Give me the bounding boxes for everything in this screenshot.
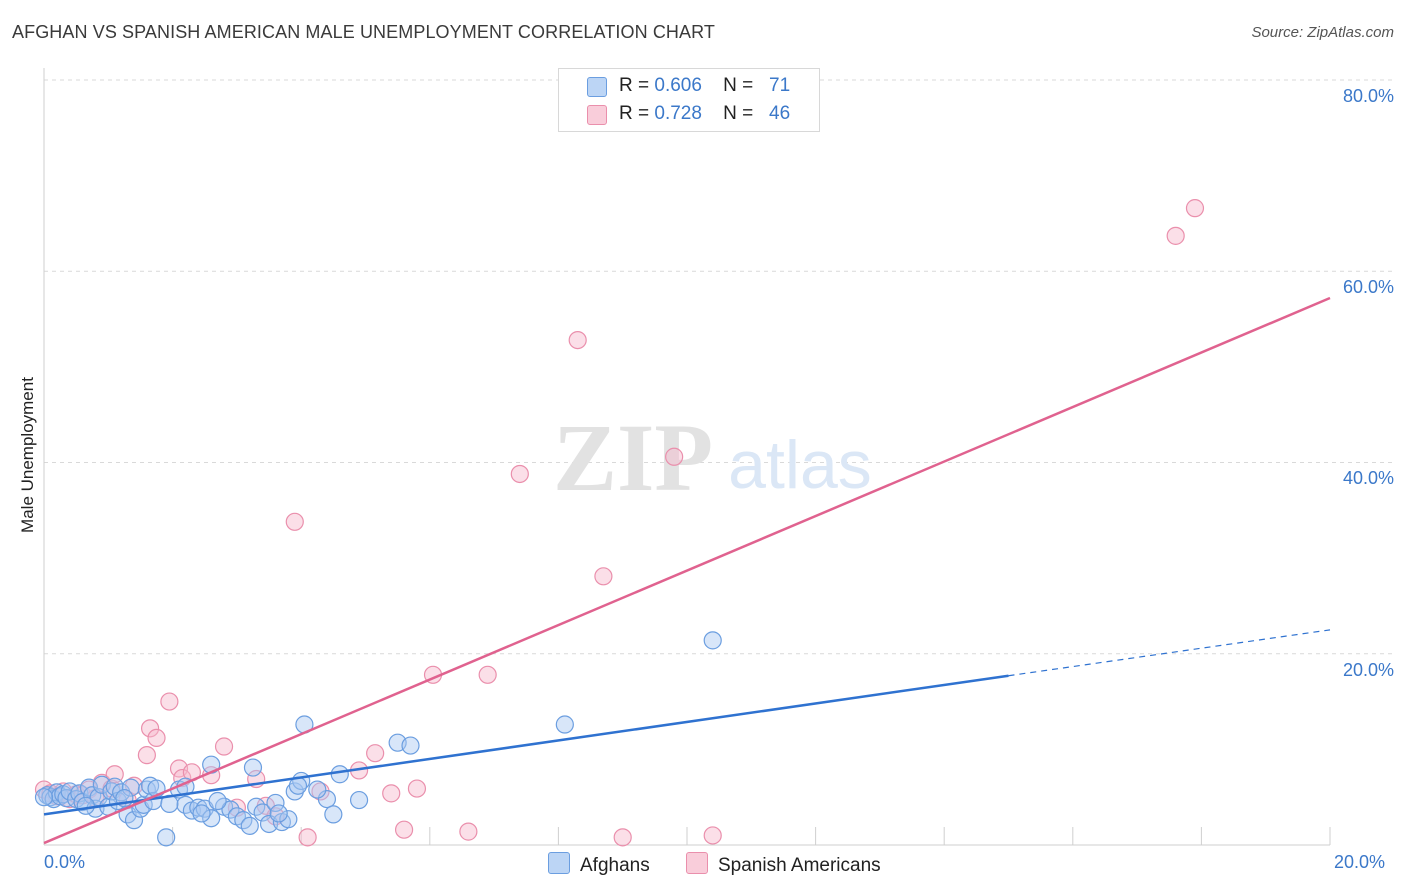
series-afghans — [34, 631, 722, 847]
afghans-trend-extension — [1008, 629, 1331, 677]
afghan-point — [401, 736, 420, 755]
spanish-american-point — [510, 464, 529, 484]
legend-n-value: 71 — [769, 75, 791, 96]
chart-title: AFGHAN VS SPANISH AMERICAN MALE UNEMPLOY… — [12, 22, 715, 42]
spanish-american-point — [478, 665, 497, 684]
afghan-point — [221, 800, 240, 819]
spanish-american-point — [140, 719, 160, 738]
watermark-zip: ZIP — [553, 404, 713, 511]
afghan-point — [76, 796, 95, 815]
spanish-american-point — [1185, 199, 1205, 218]
axes — [43, 68, 1331, 846]
afghan-point — [202, 809, 221, 828]
afghans-legend-icon — [548, 852, 570, 874]
afghan-point — [121, 778, 140, 797]
y-tick-label-20: 20.0% — [1342, 660, 1394, 680]
source-label: Source: ZipAtlas.com — [1251, 24, 1394, 41]
grid-lines — [44, 79, 1392, 655]
legend-r-value: 0.606 — [654, 75, 702, 96]
spanish-legend-label: Spanish Americans — [718, 855, 881, 876]
afghan-point — [112, 783, 131, 802]
series-spanish-americans — [34, 199, 1205, 847]
afghan-point — [157, 828, 176, 847]
spanish-american-point — [459, 822, 478, 841]
y-tick-label-60: 60.0% — [1342, 277, 1394, 297]
watermark: ZIP atlas — [553, 404, 872, 511]
spanish-american-point — [366, 744, 385, 763]
spanish-american-point — [665, 447, 684, 466]
afghan-point — [240, 816, 259, 835]
spanish-trend-line — [43, 296, 1331, 845]
legend-n-label: N = — [723, 103, 754, 124]
y-tick-label-40: 40.0% — [1342, 468, 1394, 488]
afghans-legend-label: Afghans — [580, 855, 650, 876]
x-tick-label-0: 0.0% — [44, 852, 86, 872]
spanish-american-point — [147, 728, 166, 748]
spanish-american-point — [594, 567, 613, 586]
spanish-american-point — [160, 692, 179, 711]
spanish-american-point — [137, 746, 156, 765]
spanish-american-point — [214, 737, 234, 756]
y-tick-label-80: 80.0% — [1342, 86, 1394, 106]
x-tick-label-20: 20.0% — [1334, 852, 1386, 872]
y-axis-label: Male Unemployment — [18, 377, 37, 533]
afghans-swatch-icon — [587, 77, 607, 97]
spanish-american-point — [394, 820, 414, 839]
afghan-point — [555, 715, 574, 734]
afghan-point — [269, 804, 288, 823]
afghan-point — [324, 805, 343, 824]
spanish-american-point — [382, 784, 401, 803]
trend-lines — [43, 296, 1331, 845]
afghan-point — [192, 804, 211, 823]
afghan-point — [330, 765, 349, 784]
afghan-point — [703, 631, 722, 650]
afghan-point — [349, 790, 369, 810]
afghan-point — [285, 782, 304, 801]
spanish-swatch-icon — [587, 105, 607, 125]
spanish-american-point — [407, 779, 427, 798]
spanish-legend-icon — [686, 852, 708, 874]
afghan-point — [124, 811, 144, 830]
legend-r-label: R = — [619, 103, 650, 124]
bottom-legend-afghans: Afghans — [548, 852, 650, 877]
watermark-atlas: atlas — [728, 427, 872, 503]
legend-r-value: 0.728 — [654, 103, 702, 124]
afghan-point — [279, 810, 298, 829]
afghan-point — [189, 798, 208, 817]
legend: R = 0.606 N = 71 R = 0.728 N = 46 — [558, 68, 820, 132]
afghan-point — [34, 788, 54, 807]
spanish-american-point — [613, 828, 632, 847]
afghans-trend-line — [43, 674, 1009, 816]
legend-n-label: N = — [723, 75, 754, 96]
bottom-legend-spanish: Spanish Americans — [686, 852, 881, 877]
spanish-american-point — [1166, 226, 1185, 245]
afghan-point — [266, 793, 285, 813]
afghan-point — [317, 789, 337, 809]
legend-n-value: 46 — [769, 103, 791, 124]
spanish-american-point — [285, 512, 304, 531]
spanish-american-point — [105, 765, 124, 784]
afghan-point — [208, 791, 227, 811]
afghan-point — [253, 803, 272, 822]
spanish-american-point — [298, 828, 317, 847]
legend-r-label: R = — [619, 75, 650, 96]
spanish-american-point — [568, 331, 587, 350]
afghan-point — [243, 758, 263, 777]
spanish-american-point — [703, 826, 722, 845]
afghan-point — [308, 780, 327, 799]
